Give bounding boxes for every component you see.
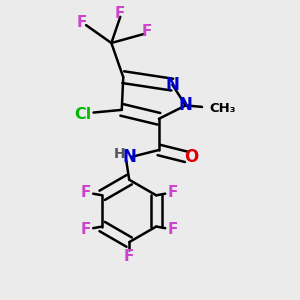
Text: H: H (114, 147, 125, 161)
Text: N: N (179, 96, 193, 114)
Text: O: O (184, 148, 199, 166)
Text: F: F (142, 24, 152, 39)
Text: N: N (165, 76, 179, 94)
Text: F: F (167, 185, 178, 200)
Text: F: F (124, 249, 134, 264)
Text: F: F (81, 222, 91, 237)
Text: F: F (81, 185, 91, 200)
Text: Cl: Cl (74, 107, 92, 122)
Text: F: F (76, 15, 87, 30)
Text: N: N (122, 148, 136, 166)
Text: CH₃: CH₃ (209, 102, 236, 115)
Text: F: F (115, 6, 125, 21)
Text: F: F (167, 222, 178, 237)
